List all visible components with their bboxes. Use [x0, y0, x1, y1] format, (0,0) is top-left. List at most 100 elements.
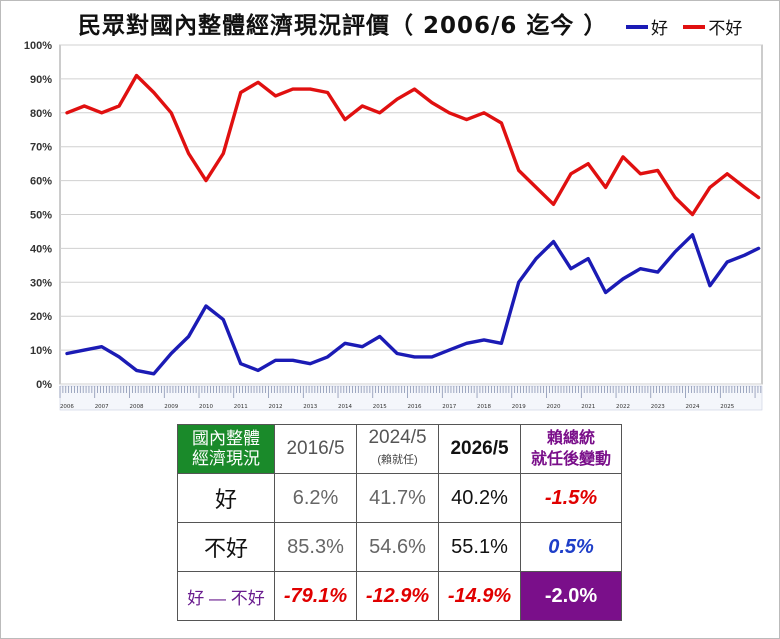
table-col-header: 2026/5	[438, 424, 521, 474]
data-point	[587, 257, 590, 260]
data-point	[465, 118, 468, 121]
chart-title: 民眾對國內整體經濟現況評價（ 2006/6 迄今 ）	[78, 13, 608, 39]
table-row: 不好 85.3% 54.6% 55.1% 0.5%	[177, 522, 622, 572]
table-row: 好 — 不好 -79.1% -12.9% -14.9% -2.0%	[177, 571, 622, 621]
x-tick-label: 2025	[720, 404, 734, 410]
data-point	[361, 105, 364, 107]
x-tick-label: 2023	[651, 404, 665, 410]
data-point	[500, 342, 503, 345]
data-point	[757, 196, 760, 199]
table-change-cell: 0.5%	[520, 522, 622, 572]
x-tick-label: 2006	[60, 404, 74, 410]
col-sublabel: (賴就任)	[377, 454, 418, 466]
data-point	[170, 111, 173, 114]
data-point	[465, 342, 468, 345]
x-tick-label: 2010	[199, 404, 213, 410]
data-point	[413, 88, 416, 90]
data-point	[222, 318, 225, 321]
data-point	[604, 186, 607, 189]
y-tick-label: 0%	[36, 379, 52, 391]
data-point	[239, 91, 242, 94]
data-point	[448, 349, 451, 351]
legend-item-bad: 不好	[683, 19, 742, 39]
data-point	[743, 186, 746, 189]
data-point	[222, 152, 225, 155]
legend-label-good: 好	[651, 19, 668, 39]
data-point	[622, 156, 624, 158]
table-change-cell: -2.0%	[520, 571, 622, 621]
summary-table: 國內整體 經濟現況 2016/5 2024/5 (賴就任) 2026/5 賴總統 …	[177, 424, 622, 621]
data-point	[135, 369, 138, 372]
y-tick-label: 90%	[30, 74, 52, 86]
data-point	[396, 98, 398, 101]
table-change-header: 賴總統 就任後變動	[520, 424, 622, 474]
data-point	[378, 111, 381, 114]
x-tick-label: 2012	[268, 404, 282, 410]
x-tick-label: 2011	[234, 404, 248, 410]
table-cell: -14.9%	[438, 571, 521, 621]
data-point	[691, 213, 694, 216]
data-point	[726, 172, 729, 175]
data-point	[743, 254, 746, 257]
change-header-text: 賴總統 就任後變動	[530, 430, 611, 468]
row-label: 好	[177, 473, 275, 523]
data-point	[431, 356, 433, 358]
data-point	[66, 111, 68, 114]
data-point	[483, 339, 485, 341]
data-point	[552, 203, 555, 206]
data-point	[587, 162, 590, 165]
data-point	[656, 271, 659, 273]
data-point	[709, 284, 711, 287]
data-point	[152, 91, 155, 94]
table-col-header: 2024/5 (賴就任)	[356, 424, 439, 474]
data-point	[309, 362, 312, 365]
data-point	[66, 352, 68, 355]
x-tick-label: 2007	[95, 404, 109, 410]
data-point	[413, 356, 416, 358]
data-point	[291, 88, 294, 90]
col-label: 2016/5	[286, 438, 345, 459]
data-point	[83, 105, 86, 107]
y-tick-label: 60%	[30, 176, 52, 188]
data-point	[639, 172, 642, 175]
data-point	[604, 291, 607, 294]
data-point	[118, 356, 120, 358]
table-header-row: 國內整體 經濟現況 2016/5 2024/5 (賴就任) 2026/5 賴總統 …	[177, 424, 622, 474]
table-header-label-text: 國內整體 經濟現況	[192, 429, 260, 468]
x-tick-label: 2021	[581, 404, 595, 410]
row-label: 不好	[177, 522, 275, 572]
data-point	[378, 335, 381, 338]
table-cell: -12.9%	[356, 571, 439, 621]
table-change-cell: -1.5%	[520, 473, 622, 523]
data-point	[152, 372, 155, 375]
data-point	[135, 74, 138, 77]
data-point	[291, 359, 294, 362]
data-point	[257, 369, 259, 372]
y-tick-label: 70%	[30, 142, 52, 154]
data-point	[483, 111, 485, 114]
data-point	[535, 186, 537, 189]
y-tick-label: 80%	[30, 108, 52, 120]
table-cell: 41.7%	[356, 473, 439, 523]
table-cell: 6.2%	[274, 473, 357, 523]
x-tick-label: 2009	[164, 404, 178, 410]
data-point	[239, 362, 242, 365]
data-point	[274, 95, 277, 97]
data-point	[535, 257, 537, 260]
row-label: 好 — 不好	[177, 571, 275, 621]
data-point	[656, 169, 659, 172]
table-col-header: 2016/5	[274, 424, 357, 474]
data-point	[205, 179, 207, 182]
x-tick-label: 2008	[129, 404, 143, 410]
table-header-label: 國內整體 經濟現況	[177, 424, 275, 474]
data-point	[205, 305, 207, 307]
col-label: 2026/5	[450, 438, 509, 459]
x-tick-label: 2016	[407, 404, 421, 410]
data-point	[396, 352, 398, 355]
x-tick-label: 2018	[477, 404, 491, 410]
x-tick-label: 2022	[616, 404, 630, 410]
table-cell: -79.1%	[274, 571, 357, 621]
table-cell: 40.2%	[438, 473, 521, 523]
col-label: 2024/5	[368, 427, 427, 448]
data-point	[257, 81, 259, 84]
